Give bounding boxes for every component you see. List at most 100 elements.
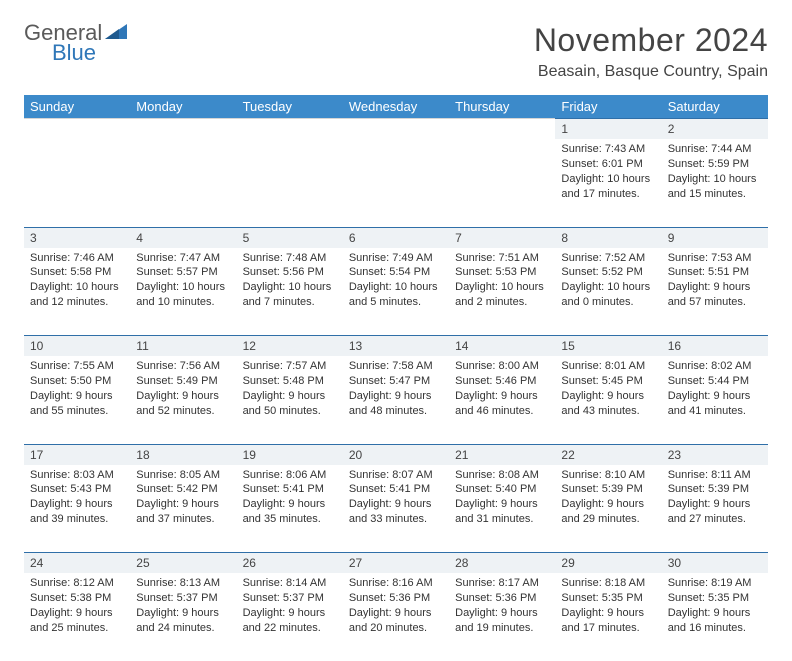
sunset-text: Sunset: 5:53 PM	[455, 265, 549, 280]
sunset-text: Sunset: 6:01 PM	[561, 157, 655, 172]
day-number-cell	[237, 119, 343, 140]
weekday-header-row: Sunday Monday Tuesday Wednesday Thursday…	[24, 95, 768, 119]
day-number-cell: 22	[555, 444, 661, 465]
sunset-text: Sunset: 5:51 PM	[668, 265, 762, 280]
day-detail-cell: Sunrise: 8:19 AMSunset: 5:35 PMDaylight:…	[662, 573, 768, 661]
daynum-row: 3456789	[24, 227, 768, 248]
sunrise-text: Sunrise: 8:02 AM	[668, 359, 762, 374]
sunrise-text: Sunrise: 8:01 AM	[561, 359, 655, 374]
day-number-cell: 19	[237, 444, 343, 465]
day-number-cell: 28	[449, 553, 555, 574]
day-detail-cell: Sunrise: 7:46 AMSunset: 5:58 PMDaylight:…	[24, 248, 130, 336]
sunrise-text: Sunrise: 7:43 AM	[561, 142, 655, 157]
detail-row: Sunrise: 8:03 AMSunset: 5:43 PMDaylight:…	[24, 465, 768, 553]
daylight-text: Daylight: 9 hours and 19 minutes.	[455, 606, 549, 636]
day-detail-cell: Sunrise: 8:03 AMSunset: 5:43 PMDaylight:…	[24, 465, 130, 553]
daynum-row: 17181920212223	[24, 444, 768, 465]
day-number: 27	[349, 556, 362, 570]
title-block: November 2024 Beasain, Basque Country, S…	[534, 22, 768, 81]
day-detail-cell: Sunrise: 7:49 AMSunset: 5:54 PMDaylight:…	[343, 248, 449, 336]
logo: General Blue	[24, 22, 127, 64]
sunset-text: Sunset: 5:49 PM	[136, 374, 230, 389]
day-number-cell: 7	[449, 227, 555, 248]
day-detail-cell: Sunrise: 7:55 AMSunset: 5:50 PMDaylight:…	[24, 356, 130, 444]
sunset-text: Sunset: 5:42 PM	[136, 482, 230, 497]
day-detail-cell: Sunrise: 8:00 AMSunset: 5:46 PMDaylight:…	[449, 356, 555, 444]
day-detail-cell: Sunrise: 8:08 AMSunset: 5:40 PMDaylight:…	[449, 465, 555, 553]
day-number: 26	[243, 556, 256, 570]
sunrise-text: Sunrise: 8:17 AM	[455, 576, 549, 591]
day-number-cell: 27	[343, 553, 449, 574]
daylight-text: Daylight: 9 hours and 25 minutes.	[30, 606, 124, 636]
day-number-cell: 14	[449, 336, 555, 357]
sunrise-text: Sunrise: 7:56 AM	[136, 359, 230, 374]
col-saturday: Saturday	[662, 95, 768, 119]
col-wednesday: Wednesday	[343, 95, 449, 119]
day-number-cell: 18	[130, 444, 236, 465]
sunset-text: Sunset: 5:43 PM	[30, 482, 124, 497]
sunset-text: Sunset: 5:46 PM	[455, 374, 549, 389]
sunset-text: Sunset: 5:37 PM	[136, 591, 230, 606]
day-number-cell: 17	[24, 444, 130, 465]
day-detail-cell: Sunrise: 7:57 AMSunset: 5:48 PMDaylight:…	[237, 356, 343, 444]
sunrise-text: Sunrise: 8:07 AM	[349, 468, 443, 483]
day-number: 2	[668, 122, 675, 136]
day-number: 6	[349, 231, 356, 245]
day-number-cell: 16	[662, 336, 768, 357]
sunset-text: Sunset: 5:56 PM	[243, 265, 337, 280]
day-number-cell	[24, 119, 130, 140]
detail-row: Sunrise: 8:12 AMSunset: 5:38 PMDaylight:…	[24, 573, 768, 661]
daynum-row: 10111213141516	[24, 336, 768, 357]
sunset-text: Sunset: 5:47 PM	[349, 374, 443, 389]
day-number: 7	[455, 231, 462, 245]
sunrise-text: Sunrise: 8:10 AM	[561, 468, 655, 483]
daynum-row: 12	[24, 119, 768, 140]
sunrise-text: Sunrise: 8:08 AM	[455, 468, 549, 483]
sunrise-text: Sunrise: 8:05 AM	[136, 468, 230, 483]
day-detail-cell: Sunrise: 8:07 AMSunset: 5:41 PMDaylight:…	[343, 465, 449, 553]
daylight-text: Daylight: 9 hours and 37 minutes.	[136, 497, 230, 527]
day-detail-cell: Sunrise: 8:12 AMSunset: 5:38 PMDaylight:…	[24, 573, 130, 661]
sunrise-text: Sunrise: 8:16 AM	[349, 576, 443, 591]
day-detail-cell: Sunrise: 7:51 AMSunset: 5:53 PMDaylight:…	[449, 248, 555, 336]
daylight-text: Daylight: 10 hours and 17 minutes.	[561, 172, 655, 202]
day-number: 14	[455, 339, 468, 353]
daylight-text: Daylight: 9 hours and 41 minutes.	[668, 389, 762, 419]
day-detail-cell: Sunrise: 8:17 AMSunset: 5:36 PMDaylight:…	[449, 573, 555, 661]
daylight-text: Daylight: 9 hours and 52 minutes.	[136, 389, 230, 419]
sunrise-text: Sunrise: 7:58 AM	[349, 359, 443, 374]
day-number: 15	[561, 339, 574, 353]
logo-triangle-icon	[105, 22, 127, 40]
daylight-text: Daylight: 9 hours and 24 minutes.	[136, 606, 230, 636]
day-number: 10	[30, 339, 43, 353]
day-number: 1	[561, 122, 568, 136]
day-detail-cell	[130, 139, 236, 227]
detail-row: Sunrise: 7:55 AMSunset: 5:50 PMDaylight:…	[24, 356, 768, 444]
daylight-text: Daylight: 9 hours and 55 minutes.	[30, 389, 124, 419]
day-detail-cell: Sunrise: 7:44 AMSunset: 5:59 PMDaylight:…	[662, 139, 768, 227]
day-number: 25	[136, 556, 149, 570]
day-detail-cell: Sunrise: 8:02 AMSunset: 5:44 PMDaylight:…	[662, 356, 768, 444]
sunrise-text: Sunrise: 8:14 AM	[243, 576, 337, 591]
day-number: 24	[30, 556, 43, 570]
day-number-cell: 29	[555, 553, 661, 574]
detail-row: Sunrise: 7:46 AMSunset: 5:58 PMDaylight:…	[24, 248, 768, 336]
daylight-text: Daylight: 9 hours and 33 minutes.	[349, 497, 443, 527]
day-number-cell: 13	[343, 336, 449, 357]
daylight-text: Daylight: 9 hours and 43 minutes.	[561, 389, 655, 419]
day-number: 19	[243, 448, 256, 462]
daylight-text: Daylight: 9 hours and 50 minutes.	[243, 389, 337, 419]
sunrise-text: Sunrise: 7:48 AM	[243, 251, 337, 266]
day-number-cell: 10	[24, 336, 130, 357]
day-number: 30	[668, 556, 681, 570]
day-number: 13	[349, 339, 362, 353]
detail-row: Sunrise: 7:43 AMSunset: 6:01 PMDaylight:…	[24, 139, 768, 227]
sunrise-text: Sunrise: 7:44 AM	[668, 142, 762, 157]
sunrise-text: Sunrise: 8:13 AM	[136, 576, 230, 591]
daylight-text: Daylight: 9 hours and 31 minutes.	[455, 497, 549, 527]
day-number-cell: 9	[662, 227, 768, 248]
day-detail-cell	[237, 139, 343, 227]
day-detail-cell: Sunrise: 8:01 AMSunset: 5:45 PMDaylight:…	[555, 356, 661, 444]
logo-text: General Blue	[24, 22, 127, 64]
day-detail-cell	[449, 139, 555, 227]
